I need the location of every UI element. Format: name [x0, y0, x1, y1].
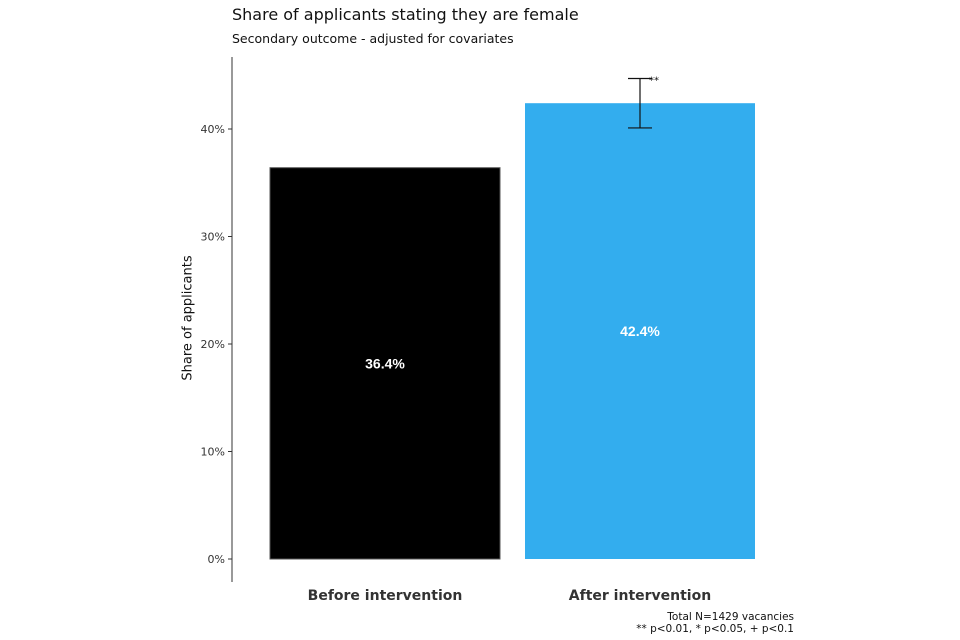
- x-category-label: After intervention: [569, 588, 711, 604]
- y-tick-label: 10%: [201, 446, 225, 459]
- x-category-label: Before intervention: [308, 588, 463, 604]
- y-tick-label: 30%: [201, 231, 225, 244]
- chart-subtitle: Secondary outcome - adjusted for covaria…: [232, 31, 514, 46]
- significance-marker: **: [649, 75, 659, 86]
- footnote-significance-key: ** p<0.01, * p<0.05, + p<0.1: [636, 623, 794, 635]
- bar-before: [269, 167, 501, 560]
- bar-after: [525, 103, 755, 559]
- y-tick-label: 20%: [201, 338, 225, 351]
- chart-title: Share of applicants stating they are fem…: [232, 5, 579, 24]
- bar-value-label: 36.4%: [365, 355, 405, 371]
- y-tick-label: 0%: [208, 553, 225, 566]
- y-tick-label: 40%: [201, 123, 225, 136]
- bar-value-label: 42.4%: [620, 323, 660, 339]
- footnote-sample-size: Total N=1429 vacancies: [667, 611, 794, 623]
